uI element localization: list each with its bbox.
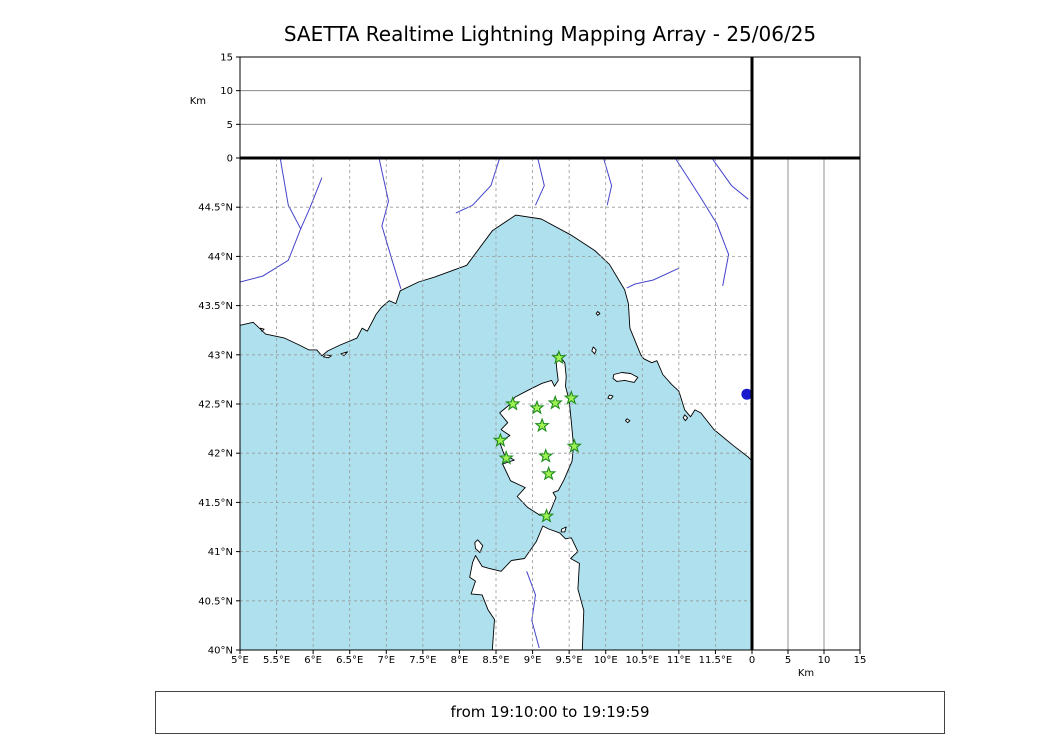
altitude-top-panel [240, 57, 752, 158]
landmass-5 [591, 346, 597, 355]
landmass-12 [560, 526, 567, 533]
river-5 [603, 158, 613, 206]
alt-bottom-tick-label: 10 [818, 655, 831, 666]
alt-axis-label-left: Km [190, 96, 206, 107]
lon-tick-label: 6.5°E [336, 655, 363, 666]
landmass-6 [595, 311, 601, 316]
station-marker-11 [538, 508, 555, 523]
alt-bottom-tick-label: 15 [854, 655, 867, 666]
lake-0 [741, 388, 752, 400]
page-title: SAETTA Realtime Lightning Mapping Array … [283, 22, 817, 46]
alt-left-tick-label: 15 [220, 53, 233, 64]
river-2 [378, 158, 402, 290]
station-marker-8 [498, 449, 514, 465]
landmass-10 [322, 354, 332, 359]
lon-tick-label: 10°E [594, 655, 618, 666]
lat-tick-label: 43.5°N [198, 301, 233, 312]
station-marker-0 [551, 349, 567, 365]
landmass-3 [474, 539, 484, 554]
river-6 [626, 267, 680, 289]
landmass-9 [682, 414, 689, 422]
lon-tick-label: 7°E [377, 655, 395, 666]
landmass-4 [612, 372, 639, 383]
river-7 [674, 158, 730, 286]
altitude-right-panel [752, 158, 860, 650]
alt-bottom-tick-label: 5 [785, 655, 791, 666]
time-range-box: from 19:10:00 to 19:19:59 [155, 691, 945, 734]
station-marker-6 [492, 432, 509, 447]
basemap-layer [240, 158, 752, 650]
lon-tick-label: 5.5°E [263, 655, 290, 666]
alt-axis-label-bottom: Km [798, 668, 814, 679]
lat-tick-label: 40°N [208, 646, 233, 657]
lon-tick-label: 9.5°E [556, 655, 583, 666]
river-1 [300, 177, 323, 230]
station-marker-10 [540, 465, 557, 481]
lat-tick-label: 44°N [208, 252, 233, 263]
lat-tick-label: 42.5°N [198, 400, 233, 411]
river-9 [526, 571, 540, 649]
river-0 [240, 158, 302, 283]
corner-panel [752, 57, 860, 158]
landmass-13 [260, 327, 265, 332]
river-3 [455, 158, 501, 214]
lon-tick-label: 8.5°E [482, 655, 509, 666]
landmass-7 [607, 394, 614, 400]
lat-tick-label: 44.5°N [198, 203, 233, 214]
station-marker-4 [563, 389, 580, 405]
lon-tick-label: 11.5°E [699, 655, 733, 666]
lon-tick-label: 11°E [667, 655, 691, 666]
station-marker-1 [505, 395, 521, 411]
lon-tick-label: 7.5°E [409, 655, 436, 666]
station-marker-3 [547, 394, 563, 410]
station-marker-9 [538, 448, 554, 463]
lon-tick-label: 9°E [524, 655, 542, 666]
alt-left-tick-label: 0 [227, 154, 233, 165]
alt-bottom-tick-label: 0 [749, 655, 755, 666]
lon-tick-label: 10.5°E [625, 655, 659, 666]
alt-left-tick-label: 10 [220, 86, 233, 97]
lat-tick-label: 41.5°N [198, 498, 233, 509]
lat-tick-label: 43°N [208, 350, 233, 361]
time-range-text: from 19:10:00 to 19:19:59 [450, 703, 650, 721]
lat-tick-label: 42°N [208, 449, 233, 460]
landmass-2 [469, 525, 585, 650]
lat-tick-label: 41°N [208, 547, 233, 558]
lon-tick-label: 5°E [231, 655, 249, 666]
river-4 [535, 158, 545, 206]
lon-tick-label: 6°E [304, 655, 322, 666]
lon-tick-label: 8°E [451, 655, 469, 666]
alt-left-tick-label: 5 [227, 120, 233, 131]
station-marker-2 [529, 399, 545, 415]
plot-graphics: 5°E 5.5°E 6°E 6.5°E 7°E 7.5°E 8°E 8.5°E 9°E 9.5°E… [198, 53, 866, 667]
landmass-0 [240, 158, 752, 462]
lat-tick-label: 40.5°N [198, 596, 233, 607]
landmass-8 [625, 418, 631, 424]
river-8 [711, 158, 749, 200]
station-marker-5 [534, 417, 550, 433]
station-marker-7 [566, 438, 582, 453]
